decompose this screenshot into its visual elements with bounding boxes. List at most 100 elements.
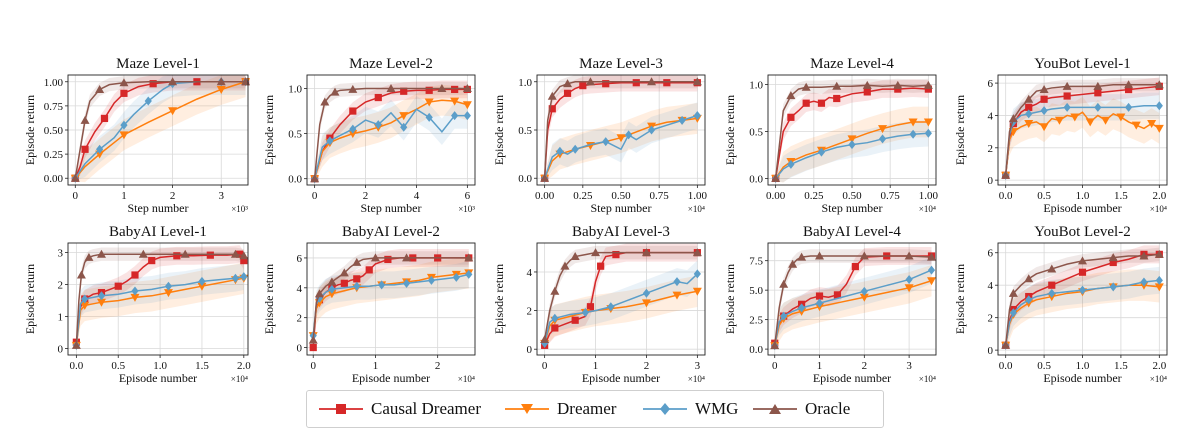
data-point: [70, 173, 80, 182]
y-tick-label: 0.50: [44, 125, 64, 137]
data-point: [328, 284, 336, 294]
y-tick-label: 0: [58, 344, 64, 356]
data-point: [96, 144, 104, 154]
legend-item-causal-dreamer: Causal Dreamer: [319, 391, 481, 427]
x-tick-label: 0.5: [111, 360, 125, 372]
x-axis-multiplier: ×10⁴: [919, 374, 936, 384]
data-point: [231, 273, 240, 283]
data-point: [464, 253, 474, 262]
data-point: [1124, 85, 1133, 94]
plot-frame: [306, 74, 476, 186]
data-point: [353, 281, 361, 291]
data-point: [402, 253, 412, 262]
legend-label: Dreamer: [557, 399, 617, 418]
x-axis-label: Episode number: [1043, 371, 1121, 385]
y-tick-label: 0.0: [518, 173, 532, 185]
data-point: [570, 252, 580, 261]
data-point: [310, 174, 320, 183]
x-axis-multiplier: ×10⁴: [231, 374, 248, 384]
data-point: [400, 87, 408, 95]
series-band: [1005, 247, 1160, 347]
data-point: [1047, 264, 1057, 273]
y-tick-label: 1.0: [288, 84, 302, 96]
data-point: [923, 118, 933, 127]
y-tick-label: 1: [58, 312, 64, 324]
data-point: [348, 130, 358, 139]
series-band: [76, 247, 244, 347]
data-point: [119, 131, 129, 140]
data-point: [585, 77, 595, 86]
data-point: [1024, 94, 1034, 103]
x-tick-label: 2: [862, 360, 868, 372]
data-point: [579, 82, 587, 90]
y-tick-label: 0.0: [749, 344, 763, 356]
data-point: [1025, 295, 1033, 305]
data-point: [563, 79, 573, 88]
data-point: [84, 252, 94, 261]
data-point: [548, 105, 556, 113]
data-point: [647, 77, 657, 86]
data-point: [314, 289, 324, 298]
data-point: [100, 114, 109, 123]
x-axis-multiplier: ×10⁴: [1150, 204, 1167, 214]
legend-marker-triangle-up: [753, 404, 797, 414]
data-point: [1070, 113, 1080, 122]
data-point: [1140, 277, 1148, 287]
data-point: [924, 85, 932, 93]
x-axis-label: Episode number: [119, 371, 197, 385]
series-band: [544, 75, 698, 181]
x-axis-label: Episode number: [813, 371, 891, 385]
y-axis-label: Episode return: [23, 264, 37, 334]
data-point: [1025, 109, 1033, 119]
data-point: [1108, 253, 1118, 262]
chart-panel: 0 1 2 0 2 4 6 BabyAI Level-2 Episode number ×10⁴ E…: [262, 224, 476, 385]
data-point: [833, 94, 841, 103]
legend-label: WMG: [695, 399, 739, 418]
y-axis-label: Episode return: [492, 264, 506, 334]
data-point: [786, 91, 796, 100]
data-point: [798, 303, 806, 313]
x-tick-label: 0.0: [999, 190, 1013, 202]
legend: Causal Dreamer Dreamer WMG Oracle: [306, 390, 884, 428]
series-line: [1004, 83, 1160, 176]
x-axis-multiplier: ×10⁴: [919, 204, 936, 214]
data-point: [797, 252, 807, 261]
data-point: [692, 287, 702, 296]
series-band: [775, 79, 929, 181]
data-point: [663, 79, 671, 87]
data-point: [693, 111, 701, 121]
data-point: [672, 291, 682, 300]
y-tick-label: 7.5: [749, 256, 763, 268]
data-point: [1155, 275, 1163, 285]
data-point: [97, 291, 106, 301]
data-point: [80, 115, 90, 124]
data-point: [1063, 102, 1071, 112]
data-point: [770, 341, 780, 350]
data-point: [374, 93, 382, 102]
data-point: [197, 282, 207, 291]
data-point: [1008, 114, 1018, 123]
series-band: [544, 275, 698, 347]
data-point: [437, 84, 447, 93]
data-point: [198, 276, 206, 286]
data-point: [878, 125, 888, 134]
data-point: [402, 278, 411, 288]
chart-title: Maze Level-4: [810, 56, 894, 72]
data-point: [780, 311, 788, 321]
y-tick-label: 4: [988, 110, 994, 122]
data-point: [230, 249, 240, 258]
x-tick-label: 0: [73, 190, 79, 202]
series-band: [775, 120, 929, 183]
x-axis-label: Episode number: [582, 371, 660, 385]
data-point: [425, 112, 433, 122]
x-tick-label: 0: [772, 360, 778, 372]
data-point: [327, 277, 337, 286]
x-tick-label: 1.00: [688, 190, 708, 202]
data-point: [330, 87, 340, 96]
data-point: [1062, 81, 1072, 90]
data-point: [551, 324, 559, 332]
data-point: [374, 120, 382, 130]
x-tick-label: 6: [465, 190, 471, 202]
data-point: [1093, 81, 1103, 90]
data-point: [771, 173, 781, 182]
